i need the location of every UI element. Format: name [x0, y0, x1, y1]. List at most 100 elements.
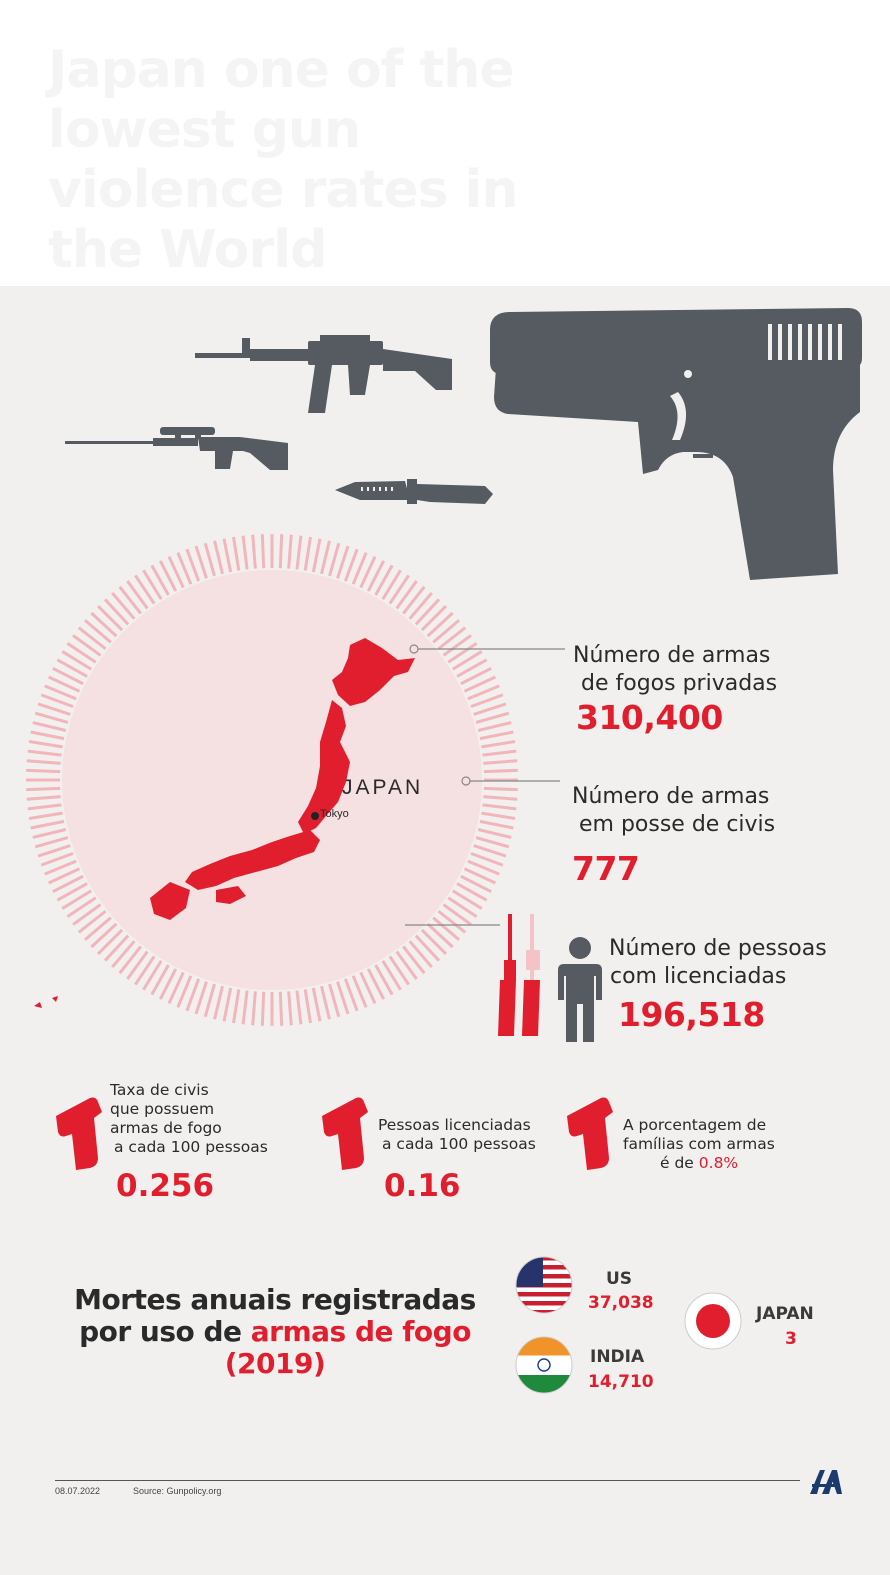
burst-ray [470, 851, 504, 867]
burst-ray [232, 989, 241, 1024]
burst-ray [167, 971, 185, 1005]
burst-ray [481, 740, 516, 749]
burst-ray [37, 844, 71, 858]
hero-header: Japan one of the lowest gun violence rat… [0, 0, 890, 286]
pistol-icon [490, 308, 862, 580]
burst-ray [194, 545, 208, 579]
burst-ray [158, 560, 178, 592]
burst-ray [27, 749, 62, 757]
knife-icon [335, 479, 493, 504]
rate-licensed-label-1: Pessoas licenciadas [378, 1116, 531, 1134]
burst-ray [134, 955, 156, 986]
burst-ray [473, 844, 507, 858]
burst-ray [150, 564, 170, 596]
pistol-small-icon [56, 1097, 102, 1170]
rate-licensed-value: 0.16 [384, 1168, 461, 1204]
person-icon [558, 937, 602, 1042]
burst-ray [103, 934, 130, 962]
burst-ray [447, 642, 478, 664]
burst-ray [77, 626, 107, 650]
burst-ray [47, 867, 81, 885]
sniper-rifle-icon [65, 427, 288, 470]
burst-ray [432, 916, 461, 941]
burst-ray [432, 619, 461, 644]
burst-ray [203, 542, 216, 577]
burst-ray [103, 598, 130, 626]
burst-ray [426, 611, 454, 638]
burst-ray [194, 981, 208, 1015]
burst-ray [83, 916, 112, 941]
burst-ray [111, 591, 136, 620]
burst-ray [414, 934, 441, 962]
burst-ray [479, 730, 514, 741]
country-us-name: US [606, 1269, 633, 1289]
stat-licensed-people-value: 196,518 [618, 995, 765, 1034]
burst-ray [402, 945, 426, 975]
burst-ray [32, 828, 67, 839]
rate-civilians-label-4: a cada 100 pessoas [114, 1138, 268, 1156]
burst-ray [90, 922, 118, 949]
burst-ray [251, 534, 257, 569]
assault-rifle-icon [195, 335, 452, 413]
burst-ray [126, 950, 149, 980]
burst-ray [477, 828, 512, 839]
burst-ray [343, 978, 359, 1012]
burst-ray [203, 983, 216, 1018]
burst-ray [451, 889, 483, 910]
burst-ray [473, 702, 507, 716]
burst-ray [477, 721, 512, 732]
stat-licensed-people-label-2: com licenciadas [610, 964, 787, 989]
burst-ray [320, 985, 331, 1020]
burst-ray [118, 585, 142, 615]
burst-ray [303, 536, 312, 571]
india-flag-icon [515, 1336, 573, 1394]
burst-ray [118, 945, 142, 975]
burst-ray [26, 786, 61, 792]
burst-ray [408, 591, 433, 620]
burst-ray [460, 666, 492, 686]
burst-ray [47, 675, 81, 693]
tokyo-marker [311, 812, 319, 820]
japan-map-shape [34, 638, 415, 1008]
stat-civilian-guns-label-2: em posse de civis [579, 812, 776, 837]
burst-ray [366, 560, 386, 592]
stat-private-guns-label-2: de fogos privadas [581, 671, 778, 696]
rate-households-label-3: é de 0.8% [660, 1154, 739, 1172]
burst-ray [303, 989, 312, 1024]
burst-ray [402, 585, 426, 615]
burst-ray [381, 569, 402, 601]
burst-ray [150, 964, 170, 996]
burst-ray [437, 626, 467, 650]
burst-ray [251, 991, 257, 1026]
burst-ray [408, 940, 433, 969]
burst-ray [90, 611, 118, 638]
burst-ray [483, 759, 518, 765]
burst-ray [467, 684, 500, 701]
burst-ray [37, 702, 71, 716]
burst-ray [52, 874, 84, 894]
burst-ray [467, 859, 500, 876]
country-japan-value: 3 [785, 1329, 797, 1349]
country-india-name: INDIA [590, 1347, 645, 1367]
rate-civilians-value: 0.256 [116, 1168, 215, 1204]
burst-ray [61, 889, 93, 910]
burst-ray [482, 749, 517, 757]
burst-ray [134, 574, 156, 605]
rate-households-value: 0.8% [698, 1154, 739, 1172]
burst-ray [320, 540, 331, 575]
burst-ray [126, 580, 149, 610]
burst-ray [475, 711, 510, 724]
burst-ray [456, 882, 488, 902]
burst-ray [72, 903, 102, 926]
burst-ray [44, 859, 77, 876]
stat-civilian-guns-label-1: Número de armas [572, 784, 770, 809]
burst-ray [481, 811, 516, 820]
burst-ray [426, 922, 454, 949]
burst-ray [222, 987, 233, 1022]
burst-ray [44, 684, 77, 701]
burst-ray [483, 786, 518, 792]
burst-ray [66, 896, 97, 918]
burst-ray [158, 968, 178, 1000]
burst-ray [311, 538, 322, 573]
burst-ray [167, 555, 185, 589]
